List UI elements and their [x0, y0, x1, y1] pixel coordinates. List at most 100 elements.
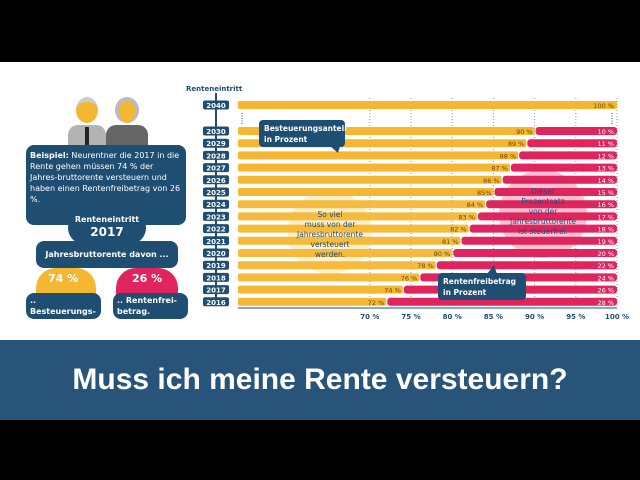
taxed-value-label: 83 % — [458, 213, 475, 221]
bar-taxed — [238, 273, 420, 282]
taxed-value-label: 90 % — [516, 128, 533, 136]
free-value-label: 12 % — [597, 152, 614, 160]
taxed-callout-line2: in Prozent — [264, 135, 308, 144]
free-value-label: 16 % — [597, 201, 614, 209]
year-badge — [203, 211, 229, 221]
taxed-circle-text: So viel — [318, 210, 343, 219]
bar-taxed — [238, 200, 486, 209]
taxed-callout — [259, 120, 345, 147]
bar-free — [519, 151, 617, 160]
year-badge — [203, 100, 229, 110]
example-text: Neurentner die 2017 in die Rente gehen m… — [30, 151, 181, 204]
year-badge — [203, 224, 229, 234]
bar-free — [461, 236, 617, 245]
example-lead: Beispiel: — [30, 151, 69, 160]
year-badge — [203, 138, 229, 148]
taxed-value-label: 80 % — [434, 250, 451, 258]
year-label: 2019 — [206, 262, 226, 270]
bar-free — [502, 175, 617, 184]
taxed-circle-text: versteuert — [311, 240, 350, 249]
taxed-value-label: 76 % — [401, 274, 418, 282]
x-tick-label: 100 % — [605, 313, 629, 321]
year-label: 2026 — [206, 177, 226, 185]
year-label: 2040 — [206, 102, 226, 110]
free-value-label: 10 % — [597, 128, 614, 136]
bar-taxed — [238, 261, 436, 270]
entry-year-box: Renteneintritt 2017 — [68, 212, 146, 244]
taxed-value-label: 86 % — [483, 177, 500, 185]
year-label: 2027 — [206, 165, 226, 173]
year-label: 2024 — [206, 201, 226, 209]
taxed-value-label: 82 % — [450, 226, 467, 234]
entry-label: Renteneintritt — [74, 215, 140, 224]
free-value-label: 13 % — [597, 165, 614, 173]
bar-free — [494, 188, 617, 196]
free-callout-line2: in Prozent — [443, 288, 487, 297]
taxed-value-label: 72 % — [368, 299, 385, 307]
taxed-value-label: 89 % — [508, 140, 525, 148]
year-badge — [203, 297, 229, 307]
free-value-label: 11 % — [597, 140, 614, 148]
year-badge — [203, 236, 229, 246]
free-value-label: 19 % — [597, 238, 614, 246]
taxed-value-label: 87 % — [491, 165, 508, 173]
taxed-label-box: .. Besteuerungs-anteil. — [26, 293, 101, 327]
bar-taxed — [238, 175, 502, 184]
free-callout-line1: Rentenfreibetrag — [443, 277, 516, 286]
bar-taxed — [238, 236, 461, 245]
entry-year: 2017 — [90, 225, 124, 239]
free-value-label: 22 % — [597, 262, 614, 270]
free-circle-text: Jahresbruttorente — [509, 217, 576, 226]
x-tick-label: 95 % — [566, 313, 585, 321]
free-circle-text: von der — [529, 207, 559, 216]
year-badge — [203, 285, 229, 295]
taxed-circle-text: muss von der — [305, 220, 357, 229]
free-callout — [438, 273, 526, 300]
x-tick-label: 70 % — [360, 313, 379, 321]
bar-taxed — [238, 249, 453, 257]
free-value-label: 28 % — [597, 299, 614, 307]
example-box: Beispiel: Neurentner die 2017 in die Ren… — [26, 145, 186, 225]
year-badge — [203, 187, 229, 197]
year-label: 2020 — [206, 250, 226, 258]
taxed-pct: 74 % — [48, 272, 79, 285]
year-label: 2023 — [206, 213, 226, 221]
y-axis-label: Renteneintritt — [186, 85, 243, 93]
free-label-box: .. Rentenfrei-betrag. — [113, 293, 188, 319]
free-circle-text: ist steuerfrei. — [518, 227, 568, 236]
bar-free — [436, 261, 617, 270]
free-circle-text: Dieser — [531, 187, 556, 196]
x-tick-label: 75 % — [401, 313, 420, 321]
free-pct: 26 % — [132, 272, 163, 285]
taxed-value-label: 81 % — [442, 238, 459, 246]
callout-pointer — [487, 265, 497, 274]
year-label: 2021 — [206, 238, 226, 246]
bar-taxed — [238, 101, 617, 109]
taxed-value-label: 78 % — [417, 262, 434, 270]
bar-taxed — [238, 163, 510, 172]
free-value-label: 14 % — [597, 177, 614, 185]
callout-pointer — [330, 146, 340, 153]
year-label: 2022 — [206, 226, 226, 234]
free-value-label: 15 % — [597, 189, 614, 197]
bar-taxed — [238, 285, 403, 294]
davon-box: Jahresbruttorente davon ... — [36, 241, 178, 268]
title-banner: Muss ich meine Rente versteuern? — [0, 340, 640, 420]
year-label: 2025 — [206, 189, 226, 197]
taxed-callout-line1: Besteuerungsanteil — [264, 124, 347, 133]
bar-free — [477, 212, 617, 221]
year-label: 2028 — [206, 152, 226, 160]
bar-free — [486, 200, 617, 209]
year-badge — [203, 199, 229, 209]
free-value-label: 18 % — [597, 226, 614, 234]
year-label: 2030 — [206, 128, 226, 136]
year-badge — [203, 126, 229, 136]
year-badge — [203, 150, 229, 160]
taxed-value-label: 85% — [477, 189, 491, 197]
year-label: 2029 — [206, 140, 226, 148]
people-illustration — [68, 95, 148, 155]
taxed-circle-text: werden. — [315, 250, 345, 259]
bar-taxed — [238, 151, 519, 160]
year-label: 2017 — [206, 287, 226, 295]
year-badge — [203, 248, 229, 258]
